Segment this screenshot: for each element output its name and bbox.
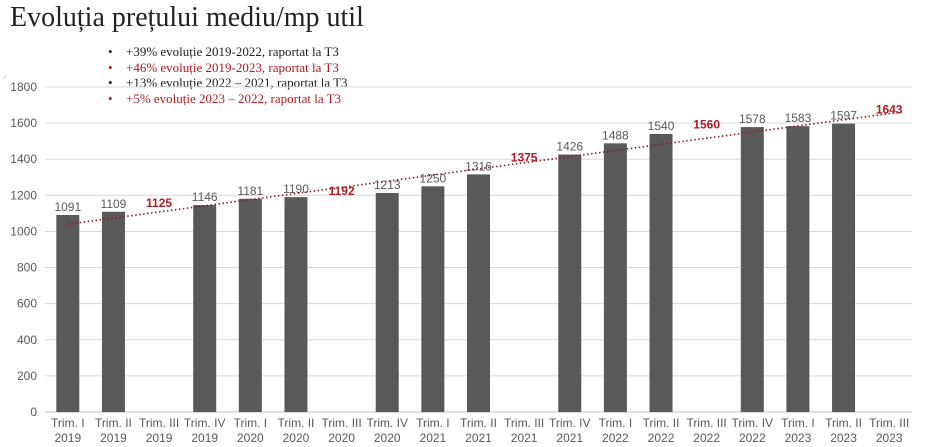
x-tick-year-label: 2020 (283, 431, 310, 445)
x-tick-year-label: 2023 (830, 431, 857, 445)
bar (603, 143, 627, 413)
bar-value-label: 1250 (420, 171, 447, 185)
y-tick-label: 400 (17, 333, 37, 347)
bar-value-label: 1578 (739, 112, 766, 126)
x-tick-year-label: 2022 (602, 431, 629, 445)
x-tick-year-label: 2023 (785, 431, 812, 445)
note-item: • +5% evoluție 2023 – 2022, raportat la … (108, 91, 348, 107)
x-tick-year-label: 2019 (191, 431, 218, 445)
bar-value-label: 1109 (101, 197, 127, 211)
bar (193, 205, 217, 412)
x-tick-label: Trim. III (504, 416, 544, 430)
note-item: • +39% evoluție 2019-2022, raportat la T… (108, 44, 348, 60)
x-tick-label: Trim. II (643, 416, 680, 430)
x-tick-year-label: 2021 (511, 431, 538, 445)
notes-list: • +39% evoluție 2019-2022, raportat la T… (108, 44, 348, 106)
x-tick-label: Trim. II (95, 416, 132, 430)
x-tick-label: Trim. III (139, 416, 179, 430)
bar (284, 197, 308, 412)
x-tick-year-label: 2019 (100, 431, 127, 445)
stray-mark: ⸝ (3, 71, 7, 80)
highlight-value-label: 1643 (876, 102, 903, 116)
x-tick-label: Trim. I (781, 416, 815, 430)
bar-value-label: 1426 (556, 140, 583, 154)
x-tick-label: Trim. II (278, 416, 315, 430)
bar-value-label: 1213 (374, 178, 401, 192)
bar (238, 198, 262, 412)
bar (467, 174, 490, 412)
x-tick-label: Trim. III (687, 416, 727, 430)
y-tick-label: 1200 (10, 188, 37, 202)
x-tick-label: Trim. II (825, 416, 862, 430)
note-text: +46% evoluție 2019-2023, raportat la T3 (126, 59, 339, 75)
y-tick-label: 1800 (10, 80, 37, 94)
bar (649, 133, 673, 412)
x-tick-year-label: 2021 (465, 431, 492, 445)
y-tick-label: 800 (17, 261, 37, 275)
bar (375, 192, 399, 412)
bar (421, 186, 445, 412)
x-tick-label: Trim. I (416, 416, 450, 430)
x-tick-label: Trim. III (869, 416, 909, 430)
y-tick-label: 1400 (10, 152, 37, 166)
x-tick-year-label: 2022 (739, 431, 766, 445)
x-tick-label: Trim. IV (549, 416, 591, 430)
y-tick-label: 600 (17, 297, 37, 311)
x-tick-year-label: 2019 (146, 431, 173, 445)
bar-value-label: 1091 (54, 200, 81, 214)
x-tick-label: Trim. I (599, 416, 633, 430)
bar (832, 123, 856, 413)
bar-value-label: 1540 (648, 119, 675, 133)
x-tick-year-label: 2021 (420, 431, 447, 445)
x-tick-year-label: 2023 (876, 431, 903, 445)
x-tick-label: Trim. II (460, 416, 497, 430)
highlight-value-label: 1192 (329, 184, 355, 198)
x-tick-year-label: 2021 (556, 431, 583, 445)
bar-value-label: 1597 (830, 109, 857, 123)
note-text: +39% evoluție 2019-2022, raportat la T3 (126, 44, 339, 59)
x-tick-year-label: 2019 (54, 431, 81, 445)
x-tick-year-label: 2020 (374, 431, 401, 445)
x-tick-year-label: 2022 (693, 431, 720, 445)
x-tick-label: Trim. IV (366, 416, 408, 430)
bullet-icon: • (108, 59, 113, 75)
note-item: • +46% evoluție 2019-2023, raportat la T… (108, 60, 348, 76)
x-tick-year-label: 2020 (237, 431, 264, 445)
note-item: • +13% evoluție 2022 – 2021, raportat la… (108, 75, 348, 91)
bullet-icon: • (108, 75, 113, 90)
bullet-icon: • (108, 44, 113, 59)
bar-value-label: 1583 (785, 111, 812, 125)
bar-value-label: 1146 (192, 190, 218, 204)
x-tick-label: Trim. III (321, 416, 361, 430)
bar-value-label: 1316 (465, 159, 492, 173)
x-tick-label: Trim. I (51, 416, 85, 430)
x-tick-label: Trim. IV (732, 416, 774, 430)
bar (558, 154, 582, 412)
bar (740, 127, 764, 412)
bar (56, 215, 80, 412)
bar-value-label: 1488 (602, 128, 629, 142)
bar (786, 126, 810, 413)
note-text: +5% evoluție 2023 – 2022, raportat la T3 (126, 90, 342, 106)
x-tick-year-label: 2022 (648, 431, 675, 445)
highlight-value-label: 1125 (146, 196, 172, 210)
highlight-value-label: 1560 (693, 117, 720, 131)
y-tick-label: 200 (17, 369, 37, 383)
highlight-value-label: 1375 (511, 151, 538, 165)
page-title: Evoluția prețului mediu/mp util (10, 2, 364, 33)
y-tick-label: 1000 (10, 224, 37, 238)
x-tick-year-label: 2020 (328, 431, 355, 445)
note-text: +13% evoluție 2022 – 2021, raportat la T… (126, 75, 348, 90)
y-tick-label: 1600 (10, 116, 37, 130)
x-tick-label: Trim. I (234, 416, 268, 430)
bar-value-label: 1181 (237, 184, 263, 198)
bullet-icon: • (108, 90, 113, 106)
y-tick-label: 0 (30, 405, 37, 419)
bar (101, 211, 125, 412)
x-tick-label: Trim. IV (184, 416, 226, 430)
